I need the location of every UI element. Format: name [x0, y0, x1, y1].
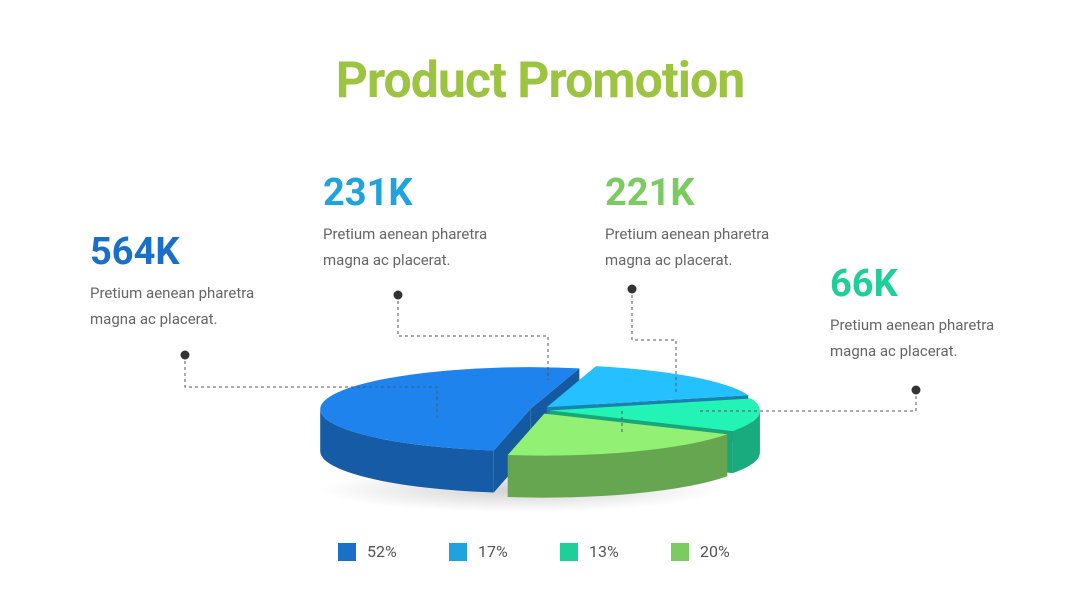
legend-label: 52% [367, 542, 397, 561]
pie [320, 366, 760, 498]
connectors [184, 289, 917, 432]
callout: 66K Pretium aenean pharetra magna ac pla… [830, 262, 1020, 364]
connector [184, 355, 438, 420]
connector [397, 295, 549, 380]
dot [393, 290, 403, 300]
legend-label: 20% [700, 542, 730, 561]
slice-side [507, 434, 728, 498]
slice [549, 398, 760, 432]
callout-text: Pretium aenean pharetra magna ac placera… [830, 316, 995, 360]
slice [507, 413, 728, 456]
callout-text: Pretium aenean pharetra magna ac placera… [90, 284, 255, 328]
slice-side [732, 410, 760, 474]
callout: 221K Pretium aenean pharetra magna ac pl… [605, 171, 795, 273]
title: Product Promotion [335, 52, 746, 110]
legend-label: 17% [478, 542, 508, 561]
callout-text: Pretium aenean pharetra magna ac placera… [323, 225, 488, 269]
slice [320, 367, 580, 451]
callout-value: 231K [323, 171, 413, 215]
connector-dots [180, 284, 921, 395]
dot [627, 284, 637, 294]
connector [631, 289, 677, 395]
callout-value: 564K [90, 230, 180, 274]
slice [546, 366, 749, 408]
legend-swatch [560, 543, 578, 561]
legend-label: 13% [589, 542, 619, 561]
callout-value: 221K [605, 171, 695, 215]
dot [911, 385, 921, 395]
slice-side [320, 409, 494, 493]
legend-swatch [338, 543, 356, 561]
legend-swatch [671, 543, 689, 561]
legend: 52% 17% 13% 20% [338, 542, 730, 561]
callout-text: Pretium aenean pharetra magna ac placera… [605, 225, 770, 269]
connector [700, 390, 917, 412]
callout: 231K Pretium aenean pharetra magna ac pl… [323, 171, 513, 273]
callout-value: 66K [830, 262, 898, 306]
legend-swatch [449, 543, 467, 561]
callout: 564K Pretium aenean pharetra magna ac pl… [90, 230, 280, 332]
dot [180, 350, 190, 360]
